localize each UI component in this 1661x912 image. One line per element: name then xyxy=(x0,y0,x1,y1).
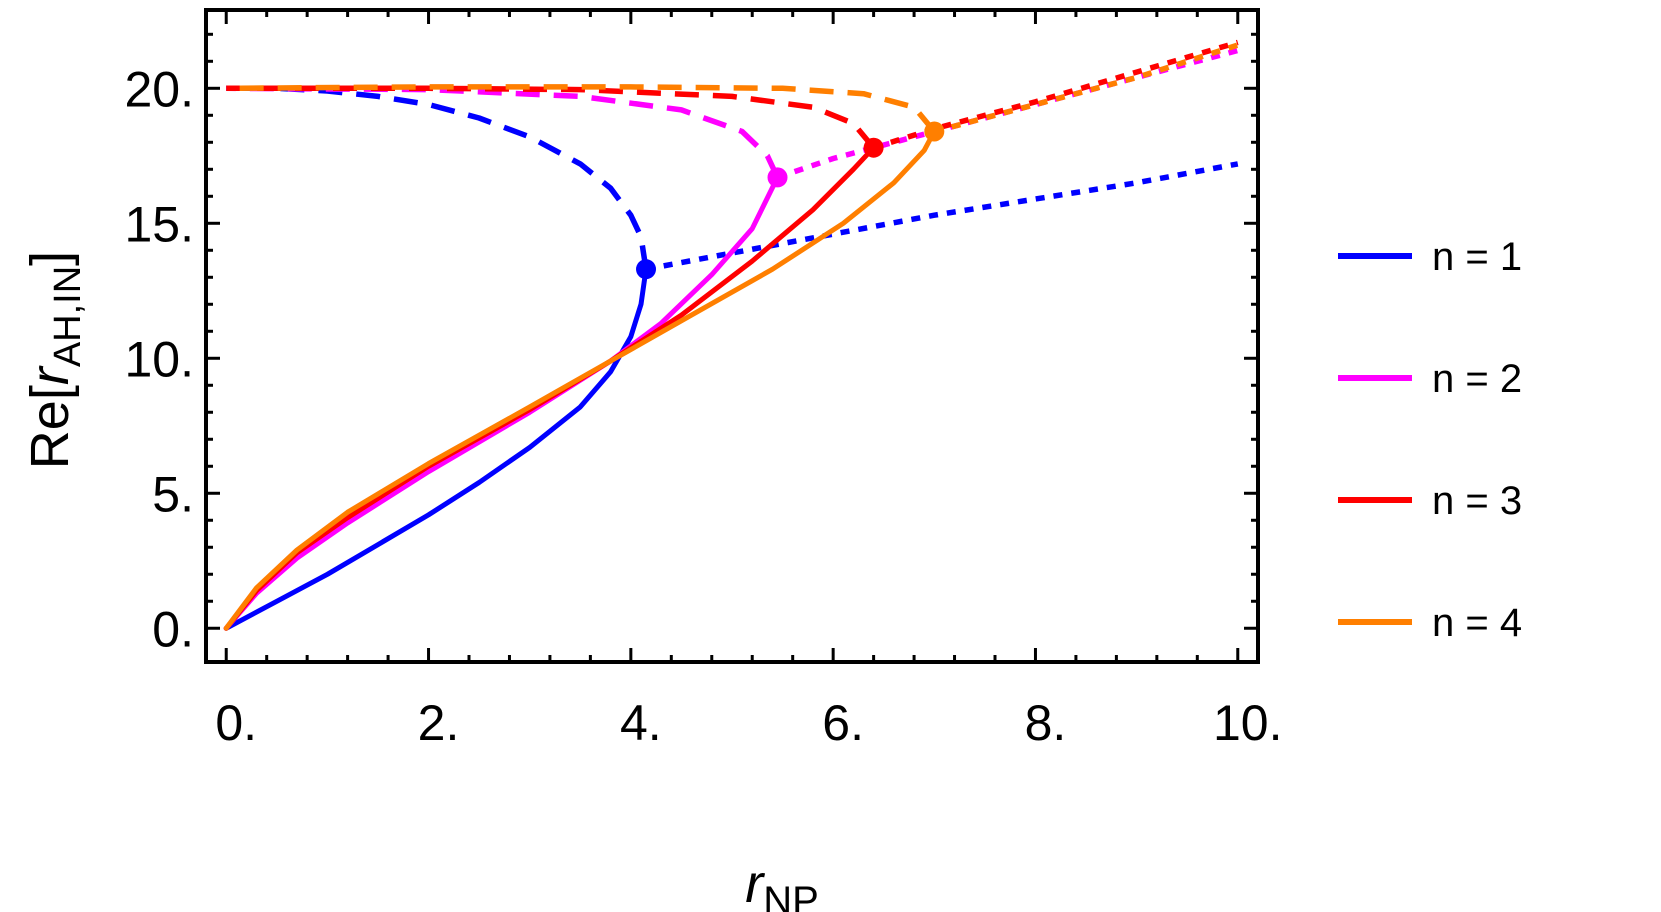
x-tick-label: 0. xyxy=(215,695,257,751)
y-axis-label-prefix: Re[ xyxy=(20,385,80,469)
legend-label: n = 2 xyxy=(1432,357,1522,401)
series-4-critical-point xyxy=(924,121,945,142)
x-axis-label: rNP xyxy=(745,854,819,912)
legend-item-4: n = 4 xyxy=(1338,601,1522,645)
legend-label: n = 3 xyxy=(1432,479,1522,523)
x-tick-label: 8. xyxy=(1025,695,1067,751)
legend: n = 1 n = 2 n = 3 n = 4 xyxy=(1338,235,1522,645)
x-axis-label-base: r xyxy=(745,854,765,912)
points-layer xyxy=(636,121,945,280)
y-tick-label: 10. xyxy=(124,331,194,387)
x-tick-label: 2. xyxy=(418,695,460,751)
series-layer xyxy=(223,39,1239,631)
y-axis-label-suffix: ] xyxy=(20,251,80,266)
legend-item-1: n = 1 xyxy=(1338,235,1522,279)
series-1-critical-point xyxy=(636,259,657,280)
y-tick-label: 5. xyxy=(152,466,194,522)
x-axis-label-sub: NP xyxy=(763,879,819,912)
y-tick-label: 15. xyxy=(124,196,194,252)
series-3-dashed-line xyxy=(226,85,876,150)
y-tick-label: 20. xyxy=(124,61,194,117)
series-2-solid-line xyxy=(223,174,780,631)
axis-ticks: 0. 2. 4. 6. 8. 10. 0. 5. 10. 15. 20. xyxy=(124,10,1283,751)
plot-frame-border xyxy=(204,8,1260,664)
series-3-critical-point xyxy=(863,137,884,158)
x-tick-label: 4. xyxy=(620,695,662,751)
legend-label: n = 1 xyxy=(1432,235,1522,279)
series-1-dashed-line xyxy=(226,85,649,270)
legend-item-3: n = 3 xyxy=(1338,479,1522,523)
x-tick-label: 6. xyxy=(822,695,864,751)
series-2-dashed-line xyxy=(226,85,780,179)
plot-frame xyxy=(204,8,1260,664)
legend-item-2: n = 2 xyxy=(1338,357,1522,401)
series-1-solid-line xyxy=(223,266,649,631)
y-axis-label-base: r xyxy=(20,365,80,385)
x-tick-label: 10. xyxy=(1213,695,1283,751)
y-axis-label: Re[rAH,IN] xyxy=(20,251,89,469)
series-4-dashed-line xyxy=(226,84,937,134)
series-1-dotted-line xyxy=(645,161,1239,272)
series-3-solid-line xyxy=(223,145,877,631)
series-2-critical-point xyxy=(767,167,788,188)
legend-label: n = 4 xyxy=(1432,601,1522,645)
y-axis-label-sub: AH,IN xyxy=(47,266,89,367)
series-4-solid-line xyxy=(223,129,937,631)
series-3-dotted-line xyxy=(872,39,1239,151)
y-tick-label: 0. xyxy=(152,601,194,657)
